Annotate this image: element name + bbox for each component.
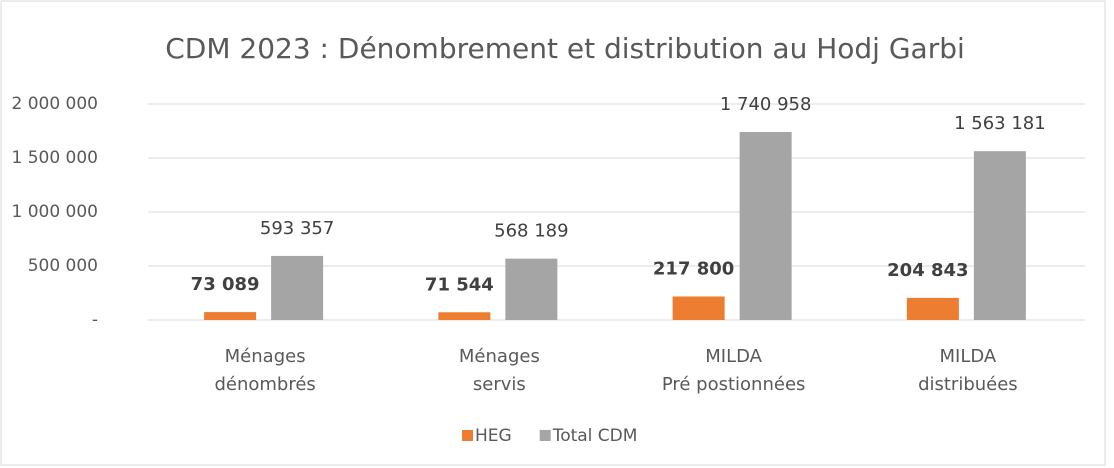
x-tick-label: MILDA (940, 346, 997, 367)
legend-label: HEG (475, 426, 512, 446)
bar (438, 312, 491, 320)
value-label: 1 740 958 (720, 94, 812, 115)
legend-swatch (462, 430, 473, 441)
value-label: 1 563 181 (954, 113, 1046, 134)
chart-title: CDM 2023 : Dénombrement et distribution … (165, 32, 965, 65)
bar (672, 296, 725, 320)
legend-swatch (539, 430, 551, 441)
value-label: 71 544 (425, 274, 494, 295)
bar (505, 258, 558, 320)
y-tick-label: 1 500 000 (11, 148, 98, 168)
x-tick-label: servis (473, 374, 526, 395)
bar (973, 151, 1026, 320)
x-tick-label: dénombrés (214, 374, 315, 395)
value-label: 568 189 (494, 221, 568, 242)
value-label: 73 089 (191, 274, 260, 295)
x-tick-label: Pré postionnées (662, 374, 806, 395)
x-tick-label: MILDA (705, 346, 762, 367)
legend-label: Total CDM (552, 426, 638, 446)
value-label: 204 843 (887, 260, 968, 281)
y-tick-label: - (92, 310, 98, 330)
x-tick-label: Ménages (225, 346, 306, 367)
bar (204, 312, 257, 320)
bar (906, 297, 959, 320)
x-tick-label: Ménages (459, 346, 540, 367)
bar (739, 131, 792, 320)
y-tick-label: 500 000 (28, 256, 98, 276)
y-tick-label: 1 000 000 (11, 202, 98, 222)
x-tick-label: distribuées (918, 374, 1018, 395)
bar (271, 255, 324, 320)
value-label: 217 800 (653, 258, 734, 279)
value-label: 593 357 (260, 218, 334, 239)
y-tick-label: 2 000 000 (11, 94, 98, 114)
